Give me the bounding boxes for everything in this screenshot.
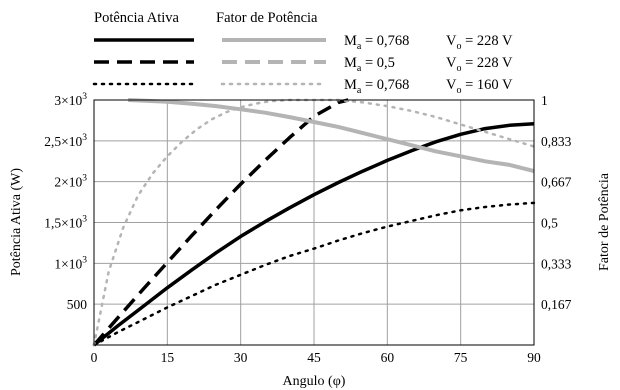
y-right-tick-label: 1 [541, 93, 548, 108]
legend-header-active-power: Potência Ativa [94, 10, 180, 26]
legend-condition-ma: Ma = 0,5 [344, 55, 395, 74]
legend-condition-ma: Ma = 0,768 [344, 77, 409, 96]
x-tick-label: 0 [91, 350, 98, 365]
y-left-tick-label: 500 [67, 297, 88, 312]
active-power-solid-line [92, 121, 535, 347]
power-factor-dotted-line [92, 98, 536, 347]
grid [94, 100, 534, 345]
y-right-tick-label: 0,333 [541, 256, 572, 271]
y-left-axis-label: Potência Ativa (W) [9, 168, 24, 276]
legend-condition-vo: Vo = 160 V [446, 77, 513, 96]
y-left-tick-label: 1×103 [54, 255, 87, 271]
legend-condition-vo: Vo = 228 V [446, 33, 513, 52]
y-right-tick-label: 0,833 [541, 134, 572, 149]
y-left-tick-label: 3×103 [54, 92, 87, 108]
y-right-tick-label: 0,167 [541, 297, 572, 312]
series-group [92, 98, 536, 347]
x-tick-label: 45 [307, 350, 321, 365]
y-left-tick-label: 1,5×103 [44, 215, 87, 231]
legend-header-power-factor: Fator de Potência [216, 10, 318, 26]
x-tick-label: 15 [161, 350, 175, 365]
x-tick-label: 90 [527, 350, 541, 365]
x-tick-label: 75 [454, 350, 468, 365]
y-right-axis-label: Fator de Potência [597, 172, 612, 271]
y-right-tick-label: 0,667 [541, 175, 572, 190]
active-power-dotted-line [92, 201, 536, 347]
y-left-tick-label: 2×103 [54, 174, 87, 190]
y-left-tick-label: 2,5×103 [44, 133, 87, 149]
x-axis-label: Angulo (φ) [283, 374, 346, 389]
legend-condition-vo: Vo = 228 V [446, 55, 513, 74]
plot-frame [93, 99, 535, 346]
y-right-tick-label: 0,5 [541, 216, 558, 231]
active-power-dashed-line [92, 98, 349, 347]
axes: 0 15 30 45 60 75 90 500 1×103 1,5×103 2×103 2,5×103… [44, 92, 571, 365]
x-tick-label: 60 [381, 350, 395, 365]
power-factor-solid-line [128, 98, 535, 174]
legend-condition-ma: Ma = 0,768 [344, 33, 409, 52]
legend: Potência Ativa Fator de Potência Ma = 0,… [92, 10, 513, 96]
x-tick-label: 30 [234, 350, 248, 365]
